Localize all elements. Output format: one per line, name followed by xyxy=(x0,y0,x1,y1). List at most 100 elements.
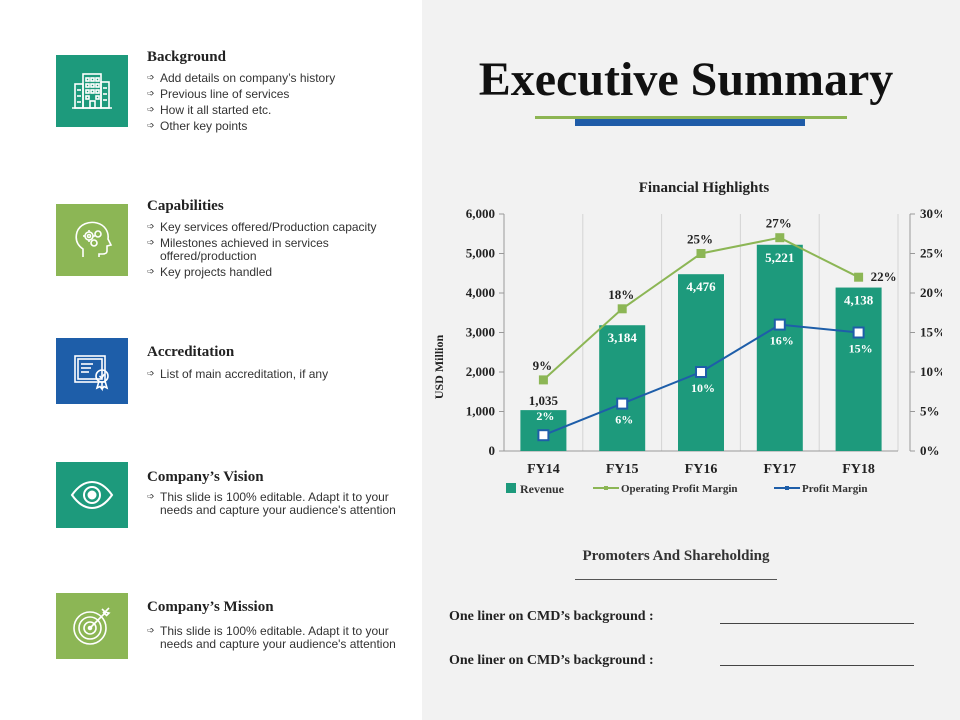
profit-margin-point xyxy=(537,429,550,442)
operating-margin-label: 18% xyxy=(608,287,634,302)
x-tick-label: FY14 xyxy=(527,462,560,477)
title-underline-blue xyxy=(575,119,805,126)
operating-margin-point xyxy=(538,375,548,385)
page-title: Executive Summary xyxy=(478,53,894,106)
legend-label-revenue: Revenue xyxy=(520,482,565,496)
legend-marker-profit xyxy=(785,486,789,490)
profit-margin-point xyxy=(852,326,865,339)
section-title: Capabilities xyxy=(147,198,224,214)
section-title: Company’s Mission xyxy=(147,599,274,615)
profit-margin-label: 16% xyxy=(770,334,794,348)
bullet-item: Milestones achieved in services offered/… xyxy=(147,237,370,263)
legend-label-profit: Profit Margin xyxy=(802,483,867,495)
y-axis-ticks: 0 1,000 2,000 3,000 4,000 5,000 6,000 xyxy=(466,206,504,458)
profit-margin-label: 6% xyxy=(615,413,633,427)
operating-margin-label: 25% xyxy=(687,232,713,247)
profit-margin-point xyxy=(773,318,786,331)
bullet-list: List of main accreditation, if any xyxy=(147,368,330,384)
y2-tick-label: 20% xyxy=(920,285,942,300)
title-underline-green xyxy=(535,116,847,119)
revenue-label: 3,184 xyxy=(608,330,638,345)
cmd-line-blank[interactable] xyxy=(720,665,914,666)
target-icon-box xyxy=(56,593,128,659)
cmd-line-label: One liner on CMD’s background : xyxy=(449,653,654,668)
bullet-list: Add details on company’s history Previou… xyxy=(147,72,415,136)
promoters-underline xyxy=(575,579,777,580)
financial-highlights-chart: Financial Highlights USD Million 0 1,000 2… xyxy=(432,180,942,496)
operating-margin-point xyxy=(617,304,627,314)
operating-margin-label: 9% xyxy=(533,358,553,373)
legend-label-operating: Operating Profit Margin xyxy=(621,483,738,495)
bullet-item: Key services offered/Production capacity xyxy=(147,221,415,235)
head-gears-icon xyxy=(75,221,113,257)
operating-margin-point xyxy=(775,233,785,243)
x-tick-label: FY15 xyxy=(606,462,639,477)
section-title: Accreditation xyxy=(147,344,235,360)
bullet-item: This slide is 100% editable. Adapt it to… xyxy=(147,491,410,517)
profit-margin-label: 2% xyxy=(536,409,554,423)
profit-margin-point xyxy=(695,366,707,378)
building-icon xyxy=(72,73,112,109)
bullet-item: This slide is 100% editable. Adapt it to… xyxy=(147,625,410,651)
profit-margin-label: 10% xyxy=(691,381,715,395)
cmd-line-label: One liner on CMD’s background : xyxy=(449,609,654,624)
profit-margin-point xyxy=(616,397,629,410)
legend-marker-operating xyxy=(604,486,608,490)
x-tick-label: FY18 xyxy=(842,462,875,477)
y2-axis-ticks: 0% 5% 10% 15% 20% 25% 30% xyxy=(909,206,942,458)
left-panel: Background Add details on company’s hist… xyxy=(0,0,422,720)
x-axis-ticks: FY14 FY15 FY16 FY17 FY18 xyxy=(527,462,875,477)
profit-margin-label: 15% xyxy=(849,342,873,356)
target-icon xyxy=(73,607,111,645)
bullet-list: This slide is 100% editable. Adapt it to… xyxy=(147,625,410,654)
chart-legend: Revenue Operating Profit Margin Profit M… xyxy=(506,482,867,496)
y-tick-label: 1,000 xyxy=(466,404,495,419)
operating-margin-label: 27% xyxy=(766,216,792,231)
y2-tick-label: 5% xyxy=(920,404,940,419)
bullet-item: List of main accreditation, if any xyxy=(147,368,330,382)
y-tick-label: 6,000 xyxy=(466,206,495,221)
x-tick-label: FY17 xyxy=(763,462,796,477)
bullet-item: Key projects handled xyxy=(147,266,415,280)
y-tick-label: 3,000 xyxy=(466,325,495,340)
revenue-label: 1,035 xyxy=(529,393,559,408)
y-tick-label: 2,000 xyxy=(466,364,495,379)
revenue-bar xyxy=(835,287,882,451)
bullet-list: This slide is 100% editable. Adapt it to… xyxy=(147,491,410,520)
y2-tick-label: 25% xyxy=(920,246,942,261)
revenue-label: 5,221 xyxy=(765,250,794,265)
eye-icon xyxy=(70,480,114,510)
y-tick-label: 4,000 xyxy=(466,285,495,300)
x-tick-label: FY16 xyxy=(685,462,718,477)
bullet-item: Add details on company’s history xyxy=(147,72,415,86)
y2-tick-label: 30% xyxy=(920,206,942,221)
y2-tick-label: 0% xyxy=(920,443,940,458)
certificate-icon xyxy=(74,355,109,392)
margin-lines: 9% 18% 25% 27% 22% 2% 6% 10% 16% 15% xyxy=(533,216,897,442)
revenue-label: 4,476 xyxy=(686,279,716,294)
operating-margin-label: 22% xyxy=(871,269,897,284)
certificate-icon-box xyxy=(56,338,128,404)
chart-title: Financial Highlights xyxy=(639,180,770,196)
bullet-list: Key services offered/Production capacity… xyxy=(147,221,415,282)
bullet-item: Previous line of services xyxy=(147,88,415,102)
bullet-item: Other key points xyxy=(147,120,415,134)
section-title: Background xyxy=(147,49,226,65)
revenue-label: 4,138 xyxy=(844,293,874,308)
revenue-bar xyxy=(756,244,803,451)
section-title: Company’s Vision xyxy=(147,469,264,485)
bullet-item: How it all started etc. xyxy=(147,104,415,118)
y-tick-label: 0 xyxy=(489,443,496,458)
y2-tick-label: 15% xyxy=(920,325,942,340)
operating-margin-point xyxy=(854,272,864,282)
chart-vertical-lines xyxy=(582,214,899,451)
y2-tick-label: 10% xyxy=(920,364,942,379)
building-icon-box xyxy=(56,55,128,127)
promoters-title: Promoters And Shareholding xyxy=(582,548,770,564)
eye-icon-box xyxy=(56,462,128,528)
head-gears-icon-box xyxy=(56,204,128,276)
legend-swatch-revenue xyxy=(506,483,516,493)
cmd-line-blank[interactable] xyxy=(720,623,914,624)
operating-margin-point xyxy=(696,249,706,258)
revenue-bar xyxy=(599,325,646,451)
